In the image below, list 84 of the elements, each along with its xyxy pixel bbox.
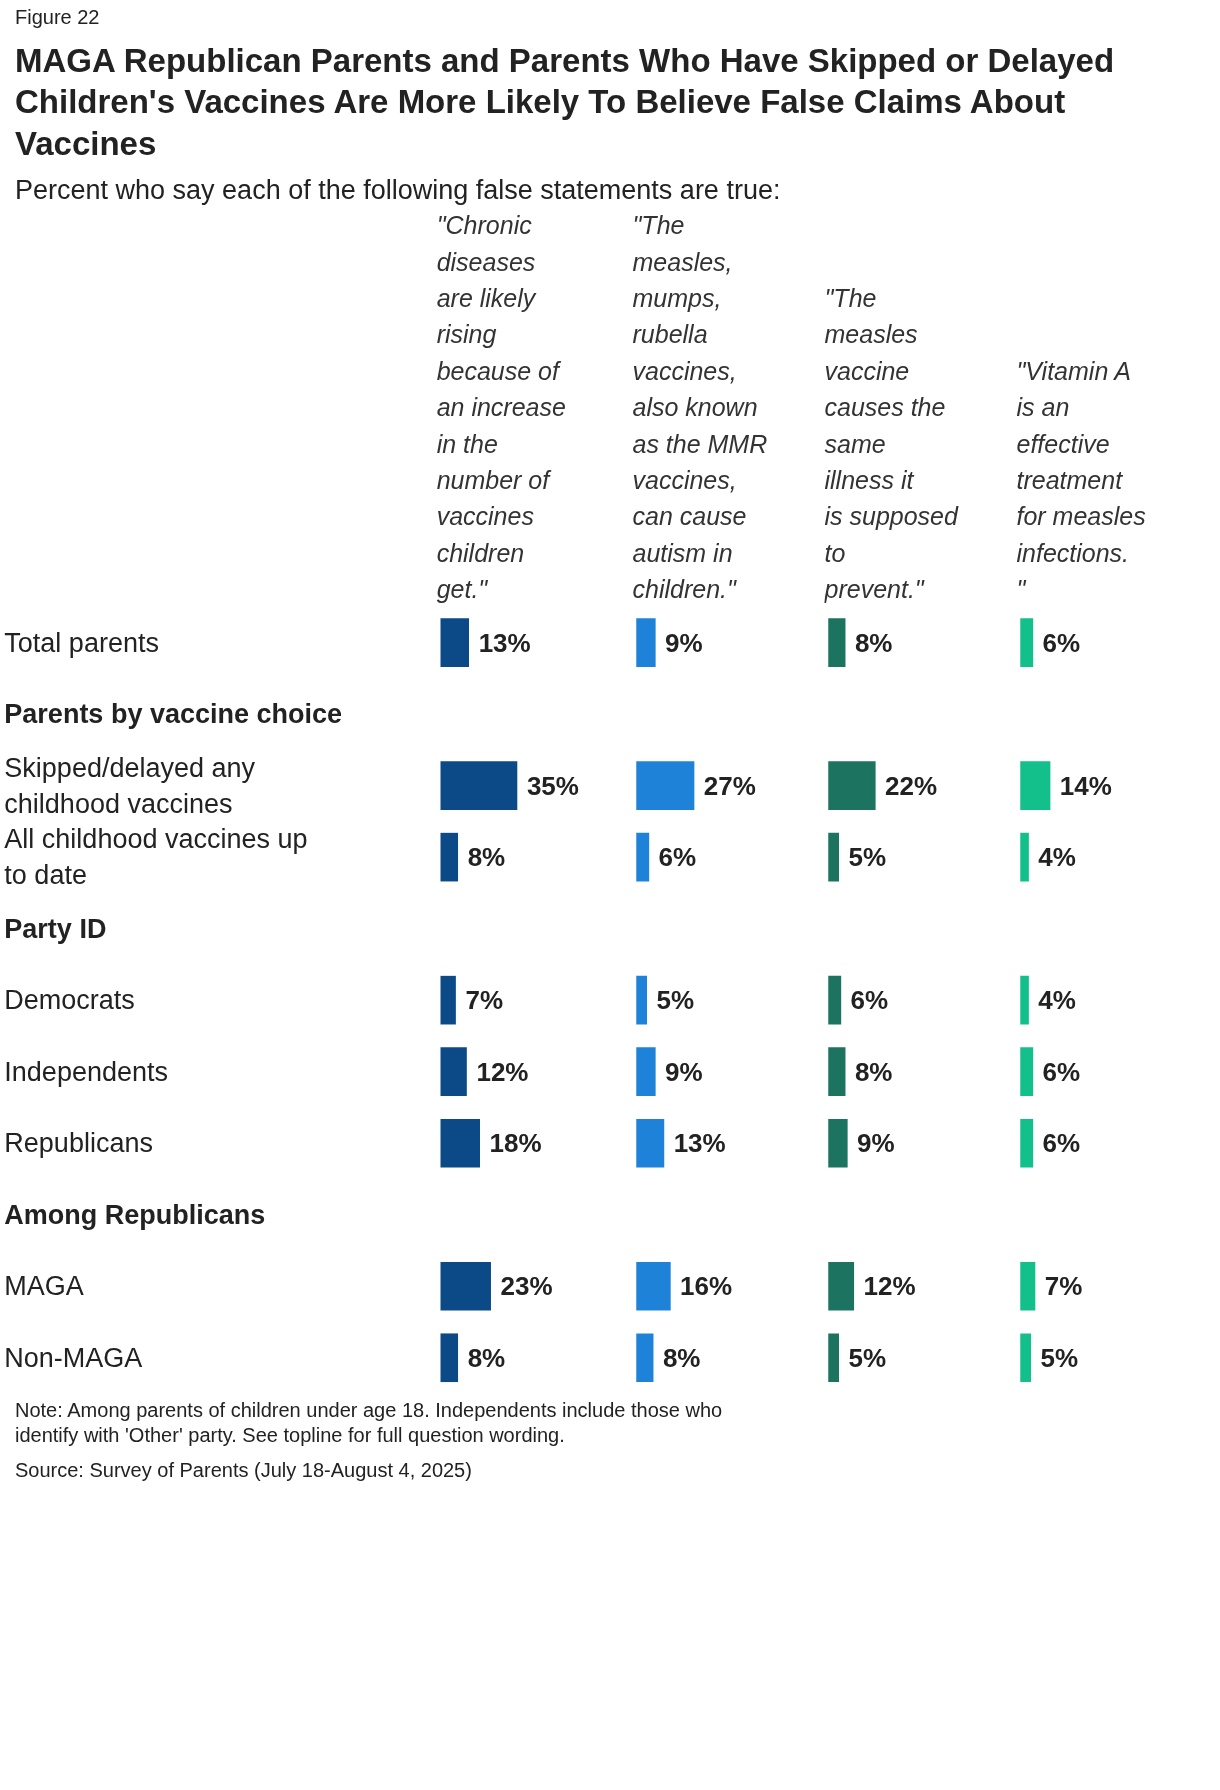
- bar: [1020, 1261, 1036, 1311]
- y-tick-label: Non-MAGA: [4, 1342, 143, 1373]
- data-label: 9%: [857, 1127, 895, 1158]
- data-label: 13%: [478, 627, 531, 658]
- bar: [636, 832, 650, 881]
- data-label: 23%: [500, 1270, 553, 1301]
- data-label: 16%: [680, 1270, 733, 1301]
- bar: [828, 832, 840, 881]
- data-label: 6%: [1042, 627, 1081, 658]
- bar: [636, 1118, 665, 1168]
- data-label: 5%: [848, 841, 887, 872]
- data-label: 12%: [863, 1270, 916, 1301]
- bar: [440, 617, 470, 667]
- bar: [440, 832, 459, 881]
- data-label: 6%: [1042, 1127, 1081, 1158]
- y-tick-label: Among Republicans: [4, 1199, 266, 1230]
- bar: [828, 1118, 848, 1168]
- data-label: 35%: [526, 770, 579, 801]
- data-label: 6%: [658, 841, 697, 872]
- bar: [636, 975, 648, 1024]
- text: MAGA Republican Parents and Parents Who Have Skipped or Delayed Children's Vaccines Are More Likely To Believe False Claims About Vaccines: [15, 41, 1116, 164]
- bar: [1020, 1046, 1034, 1096]
- data-label: 9%: [665, 1056, 703, 1087]
- data-label: 6%: [850, 984, 889, 1015]
- bar: [828, 1261, 855, 1311]
- bar: [1020, 760, 1051, 810]
- data-label: 5%: [656, 984, 695, 1015]
- data-label: 8%: [467, 1342, 506, 1373]
- y-tick-label: Total parents: [4, 627, 159, 658]
- data-label: 5%: [848, 1342, 887, 1373]
- chart-title: "Vitamin A is an effective treatment for measles infections.": [1016, 356, 1146, 603]
- source-note: Source: Survey of Parents (July 18-August 4, 2025): [15, 1457, 472, 1483]
- data-label: 18%: [489, 1127, 542, 1158]
- data-label: 8%: [467, 841, 506, 872]
- bar: [1020, 975, 1029, 1024]
- bar: [440, 760, 518, 810]
- bar: [440, 1332, 459, 1382]
- y-tick-label: MAGA: [4, 1270, 84, 1301]
- bar: [636, 1046, 656, 1096]
- y-tick-label: Parents by vaccine choice: [4, 698, 343, 729]
- data-label: 22%: [885, 770, 938, 801]
- y-tick-label: All childhood vaccines up to date: [4, 823, 308, 890]
- chart-subtitle: Percent who say each of the following false statements are true:: [15, 173, 781, 207]
- chart-title: "Chronic diseases are likely rising because of an increase in the number of vaccines children get.": [436, 210, 566, 603]
- bar: [828, 760, 876, 810]
- y-tick-label: Democrats: [4, 984, 135, 1015]
- caption: Figure 22: [15, 5, 100, 30]
- data-label: 12%: [476, 1056, 529, 1087]
- bar: [1020, 617, 1034, 667]
- bar: [636, 1332, 654, 1382]
- data-label: 6%: [1042, 1056, 1081, 1087]
- bar: [636, 760, 695, 810]
- bar: [1020, 832, 1029, 881]
- data-label: 7%: [465, 984, 504, 1015]
- bar: [636, 1261, 671, 1311]
- bar: [440, 1046, 467, 1096]
- text: Note: Among parents of children under age 18. Independents include those who identify with 'Other' party. See topline for full question wording.: [15, 1397, 724, 1448]
- bar: [828, 1332, 840, 1382]
- bar: [440, 975, 456, 1024]
- data-label: 4%: [1038, 984, 1076, 1015]
- chart-title: "The measles, mumps, rubella vaccines, also known as the MMR vaccines, can cause autism in children.": [632, 210, 768, 603]
- data-label: 8%: [854, 627, 893, 658]
- data-label: 27%: [703, 770, 756, 801]
- bar: [828, 1046, 846, 1096]
- data-label: 8%: [662, 1342, 701, 1373]
- chart-title: "The measles vaccine causes the same illness it is supposed to prevent.": [824, 283, 958, 603]
- y-tick-label: Party ID: [4, 913, 107, 944]
- bar: [1020, 1332, 1032, 1382]
- data-label: 7%: [1044, 1270, 1083, 1301]
- bar: [440, 1261, 491, 1311]
- data-label: 14%: [1059, 770, 1112, 801]
- data-label: 8%: [854, 1056, 893, 1087]
- data-label: 5%: [1040, 1342, 1079, 1373]
- bar: [1020, 1118, 1034, 1168]
- bar: [828, 975, 842, 1024]
- data-label: 13%: [673, 1127, 726, 1158]
- y-tick-label: Republicans: [4, 1127, 153, 1158]
- bar: [828, 617, 846, 667]
- y-tick-label: Skipped/delayed any childhood vaccines: [4, 752, 256, 819]
- bar: [440, 1118, 480, 1168]
- data-label: 4%: [1038, 841, 1076, 872]
- data-label: 9%: [665, 627, 703, 658]
- y-tick-label: Independents: [4, 1056, 168, 1087]
- bar: [636, 617, 656, 667]
